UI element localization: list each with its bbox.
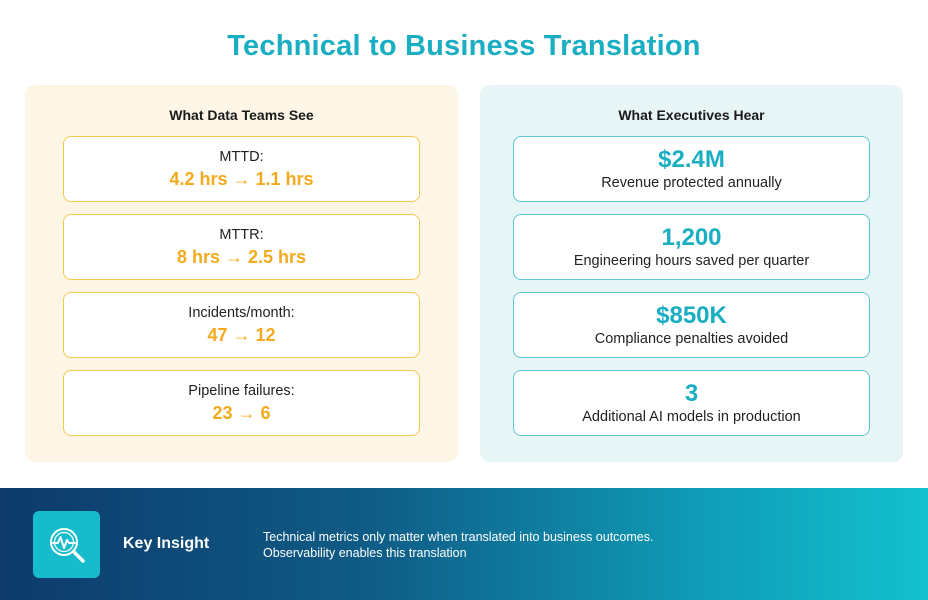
key-insight-line-2: Observability enables this translation — [263, 546, 467, 560]
outcome-label: Additional AI models in production — [582, 408, 801, 425]
metric-card-mttd: MTTD: 4.2 hrs → 1.1 hrs — [63, 136, 420, 202]
metric-label: MTTR: — [219, 226, 264, 243]
outcome-value: 1,200 — [661, 223, 722, 251]
key-insight-text: Technical metrics only matter when trans… — [263, 529, 723, 561]
metric-value: 8 hrs → 2.5 hrs — [176, 246, 307, 267]
metric-card-pipeline-failures: Pipeline failures: 23 → 6 — [63, 370, 420, 436]
outcome-value: $850K — [656, 301, 727, 329]
metric-value: 4.2 hrs → 1.1 hrs — [169, 168, 314, 189]
page-title: Technical to Business Translation — [227, 30, 701, 62]
magnifier-pulse-icon — [49, 527, 85, 563]
insight-icon-box — [33, 511, 100, 578]
data-teams-panel: What Data Teams See MTTD: 4.2 hrs → 1.1 … — [25, 85, 458, 462]
outcome-card-ai-models: 3 Additional AI models in production — [513, 370, 870, 436]
metric-label: Incidents/month: — [188, 304, 295, 321]
metric-value: 47 → 12 — [207, 324, 276, 345]
executives-heading: What Executives Hear — [618, 107, 765, 123]
data-teams-heading: What Data Teams See — [169, 107, 314, 123]
outcome-card-compliance: $850K Compliance penalties avoided — [513, 292, 870, 358]
metric-label: Pipeline failures: — [188, 382, 295, 399]
outcome-value: 3 — [684, 379, 699, 407]
outcome-card-revenue: $2.4M Revenue protected annually — [513, 136, 870, 202]
metric-label: MTTD: — [219, 148, 264, 165]
key-insight-banner: Key Insight Technical metrics only matte… — [0, 488, 928, 600]
outcome-value: $2.4M — [658, 145, 725, 173]
metric-value: 23 → 6 — [212, 402, 271, 423]
outcome-label: Revenue protected annually — [601, 174, 782, 191]
metric-card-mttr: MTTR: 8 hrs → 2.5 hrs — [63, 214, 420, 280]
executives-panel: What Executives Hear $2.4M Revenue prote… — [480, 85, 903, 462]
key-insight-label: Key Insight — [123, 535, 210, 552]
key-insight-line-1: Technical metrics only matter when trans… — [263, 530, 654, 544]
outcome-label: Compliance penalties avoided — [594, 330, 789, 347]
metric-card-incidents: Incidents/month: 47 → 12 — [63, 292, 420, 358]
outcome-label: Engineering hours saved per quarter — [573, 252, 810, 269]
outcome-card-hours: 1,200 Engineering hours saved per quarte… — [513, 214, 870, 280]
